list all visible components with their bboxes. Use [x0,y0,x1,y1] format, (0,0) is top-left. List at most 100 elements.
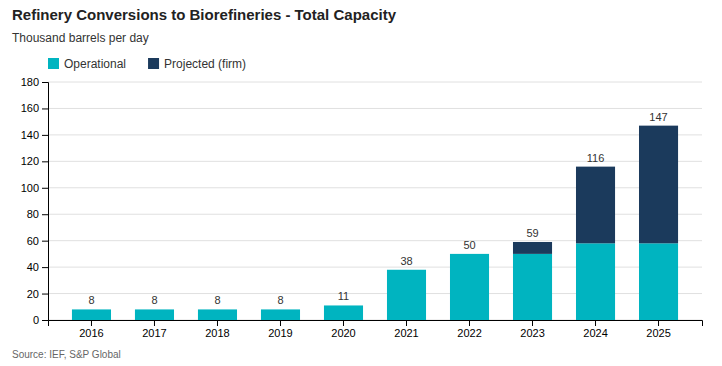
legend-item: Projected (firm) [148,57,246,71]
y-axis: 0 20 40 60 80 100 120 140 160 180 [21,76,49,326]
tick: 0 [33,314,48,326]
tick-label: 2017 [142,327,166,339]
tick: 2019 [268,320,292,339]
tick-mark [217,320,218,326]
tick-mark [42,267,48,268]
bar [576,243,615,320]
plot: 8888113850591161470204060801001201401601… [21,76,703,339]
bar [135,309,174,310]
bars [72,126,678,320]
grid [48,82,702,320]
bar [576,167,615,244]
tick-label: 2016 [79,327,103,339]
bar [639,126,678,244]
tick: 2023 [520,320,544,339]
tick-mark [42,161,48,162]
bar [513,254,552,320]
total-label: 147 [649,111,667,123]
bar [387,269,426,270]
tick-label: 2023 [520,327,544,339]
total-label: 8 [214,294,220,306]
grid-line [48,108,702,109]
bar [261,309,300,310]
tick-mark [280,320,281,326]
legend-swatch [48,58,59,69]
tick-label: 2024 [583,327,607,339]
tick-mark [42,108,48,109]
tick-mark [42,82,48,83]
series [72,243,678,320]
tick: 40 [27,261,48,273]
bar [450,254,489,320]
tick: 2025 [646,320,670,339]
tick: 120 [21,155,48,167]
total-labels: 888811385059116147 [88,111,667,307]
bar [72,309,111,310]
legend-label: Operational [64,57,126,71]
tick-mark [343,320,344,326]
tick-mark [595,320,596,326]
axis-line [42,83,49,321]
total-label: 8 [88,294,94,306]
bar [387,270,426,320]
tick-label: 140 [21,129,39,141]
tick-label: 180 [21,76,39,88]
total-label: 8 [277,294,283,306]
tick: 160 [21,102,48,114]
tick: 2020 [331,320,355,339]
tick: 180 [21,76,48,88]
tick: 80 [27,208,48,220]
bar [513,242,552,254]
y-axis-title: Thousand barrels per day [12,31,149,45]
chart: Refinery Conversions to Biorefineries - … [0,0,722,366]
tick-label: 2019 [268,327,292,339]
tick-mark [42,135,48,136]
tick: 100 [21,182,48,194]
tick-mark [42,214,48,215]
axis-line [49,321,703,327]
annotation: Source: IEF, S&P Global [12,349,121,360]
tick-label: 2021 [394,327,418,339]
legend: Operational Projected (firm) [48,57,246,71]
grid-line [48,82,702,83]
tick: 2016 [79,320,103,339]
tick-mark [658,320,659,326]
tick-label: 2022 [457,327,481,339]
tick: 20 [27,288,48,300]
bar [198,309,237,310]
bar [198,309,237,320]
tick: 2024 [583,320,607,339]
tick-mark [532,320,533,326]
tick-mark [42,188,48,189]
bar [639,243,678,320]
tick-mark [42,320,48,321]
bar [72,309,111,320]
bar [324,305,363,320]
tick-label: 0 [33,314,39,326]
title: Refinery Conversions to Biorefineries - … [12,6,397,23]
tick-label: 40 [27,261,39,273]
tick-label: 60 [27,235,39,247]
tick-label: 20 [27,288,39,300]
tick-label: 2018 [205,327,229,339]
tick: 2022 [457,320,481,339]
legend-item: Operational [48,57,126,71]
total-label: 116 [587,152,605,164]
total-label: 8 [151,294,157,306]
tick-mark [154,320,155,326]
legend-swatch [148,58,159,69]
grid-line [48,134,702,135]
x-axis: 2016 2017 2018 2019 2020 2021 2022 2023 2024 2025 [49,320,703,339]
total-label: 38 [400,255,412,267]
tick: 140 [21,129,48,141]
tick: 2018 [205,320,229,339]
bar [324,305,363,306]
tick-mark [42,241,48,242]
tick: 2021 [394,320,418,339]
bar [261,309,300,320]
series [513,126,678,254]
tick: 2017 [142,320,166,339]
tick-mark [406,320,407,326]
tick-mark [42,294,48,295]
tick-mark [469,320,470,326]
